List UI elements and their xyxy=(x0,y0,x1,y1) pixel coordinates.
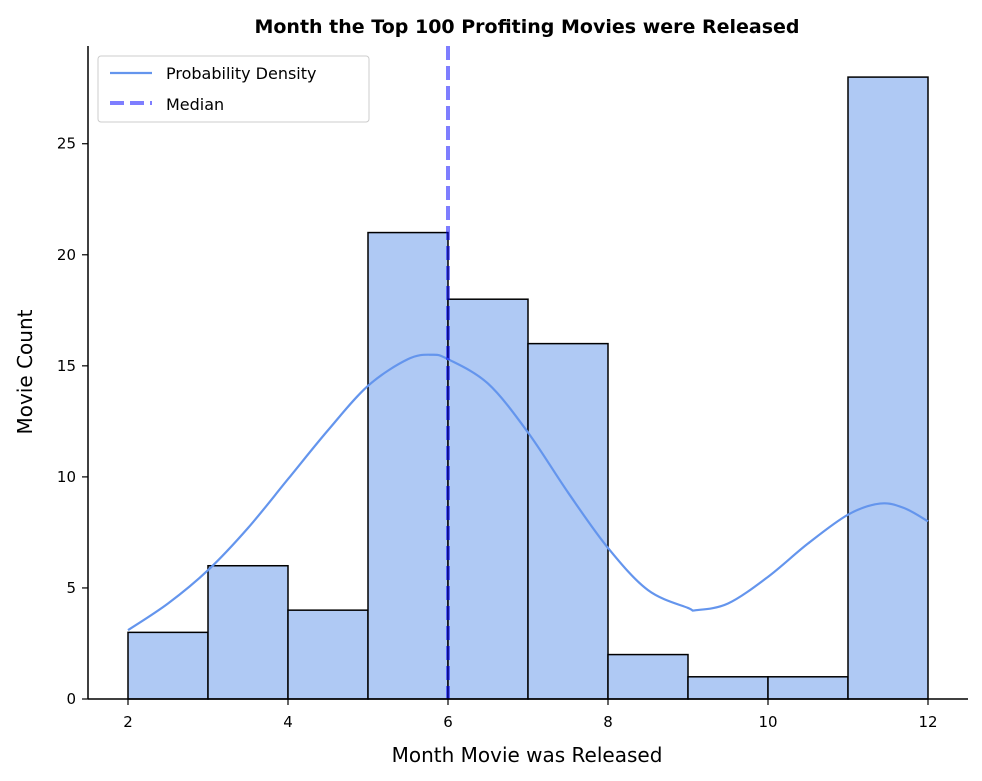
y-tick-label: 5 xyxy=(66,579,76,597)
x-tick-label: 10 xyxy=(758,713,777,731)
legend: Probability Density Median xyxy=(97,55,370,123)
histogram-bar-4 xyxy=(367,231,449,700)
y-tick-label: 10 xyxy=(57,468,76,486)
histogram-bar-9 xyxy=(767,676,849,700)
histogram-bars xyxy=(127,76,929,700)
y-tick-label: 20 xyxy=(57,246,76,264)
histogram-bar-8 xyxy=(687,676,769,700)
histogram-bar-2 xyxy=(207,564,289,700)
histogram-bar-10 xyxy=(847,76,929,700)
y-tick-label: 15 xyxy=(57,357,76,375)
histogram-bar-1 xyxy=(127,631,209,700)
y-axis-ticks: 0 5 10 15 20 25 xyxy=(57,135,88,708)
x-tick-label: 12 xyxy=(918,713,937,731)
histogram-bar-6 xyxy=(527,342,609,700)
histogram-bar-7 xyxy=(607,653,689,700)
x-tick-label: 8 xyxy=(603,713,613,731)
x-tick-label: 4 xyxy=(283,713,293,731)
chart-title: Month the Top 100 Profiting Movies were … xyxy=(254,16,799,38)
x-axis-label: Month Movie was Released xyxy=(392,743,663,767)
density-curve xyxy=(127,353,929,632)
histogram-bar-5 xyxy=(447,298,529,700)
histogram-bar-3 xyxy=(287,609,369,700)
legend-density-label: Probability Density xyxy=(166,64,317,83)
x-tick-label: 2 xyxy=(123,713,133,731)
y-axis-label: Movie Count xyxy=(13,309,37,434)
x-axis-ticks: 2 4 6 8 10 12 xyxy=(123,699,938,731)
y-tick-label: 0 xyxy=(66,690,76,708)
axes xyxy=(87,46,968,700)
x-tick-label: 6 xyxy=(443,713,453,731)
legend-median-label: Median xyxy=(166,95,224,114)
legend-box xyxy=(97,55,370,123)
y-tick-label: 25 xyxy=(57,135,76,153)
